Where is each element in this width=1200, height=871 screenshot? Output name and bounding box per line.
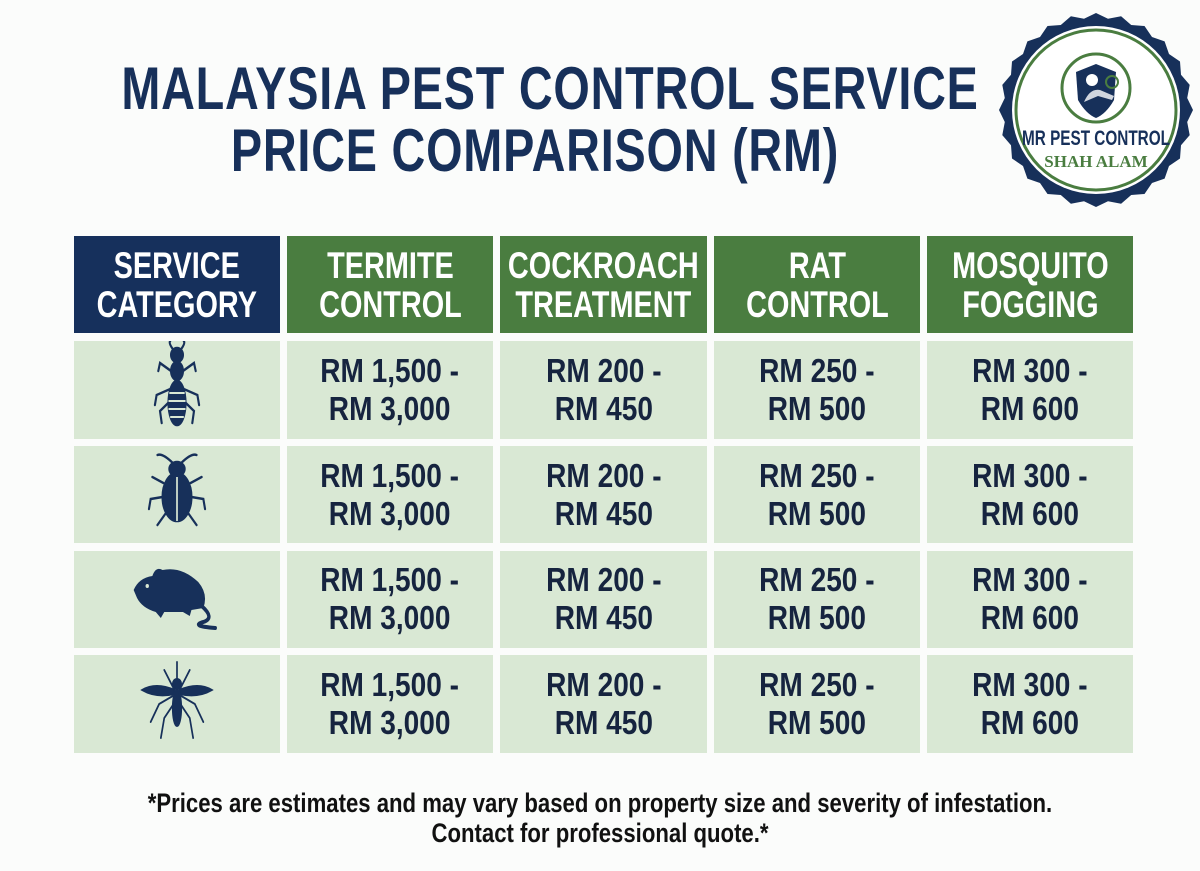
exterminator-shield-icon bbox=[1060, 52, 1132, 124]
price-cell: RM 200 - RM 450 bbox=[500, 446, 707, 543]
price-cell: RM 250 - RM 500 bbox=[714, 550, 920, 648]
price-cell: RM 300 - RM 600 bbox=[927, 446, 1133, 543]
category-cell bbox=[74, 446, 280, 543]
header-label: TERMITE CONTROL bbox=[318, 244, 462, 325]
price-table: SERVICE CATEGORY TERMITE CONTROL COCKROACH… bbox=[74, 236, 1133, 753]
header-cell: TERMITE CONTROL bbox=[287, 236, 493, 333]
price-range: RM 200 - RM 450 bbox=[545, 666, 662, 741]
company-logo: MR PEST CONTROL SHAH ALAM bbox=[999, 13, 1193, 207]
price-range: RM 250 - RM 500 bbox=[759, 561, 875, 636]
rat-icon bbox=[130, 560, 224, 638]
price-cell: RM 1,500 - RM 3,000 bbox=[287, 446, 493, 543]
header-cell: SERVICE CATEGORY bbox=[74, 236, 280, 333]
price-cell: RM 250 - RM 500 bbox=[714, 446, 920, 543]
footer-line-2: Contact for professional quote.* bbox=[431, 818, 769, 848]
header-label: SERVICE CATEGORY bbox=[96, 244, 258, 325]
header-cell: RAT CONTROL bbox=[714, 236, 920, 333]
price-range: RM 250 - RM 500 bbox=[759, 456, 875, 532]
footer-note: *Prices are estimates and may vary based… bbox=[0, 788, 1200, 848]
price-cell: RM 1,500 - RM 3,000 bbox=[287, 550, 493, 648]
footer-line-1: *Prices are estimates and may vary based… bbox=[147, 788, 1053, 818]
header-cell: COCKROACH TREATMENT bbox=[500, 236, 707, 333]
price-range: RM 200 - RM 450 bbox=[545, 561, 662, 636]
price-cell: RM 300 - RM 600 bbox=[927, 550, 1133, 648]
termite-icon bbox=[152, 339, 203, 439]
category-cell bbox=[74, 339, 280, 439]
price-range: RM 200 - RM 450 bbox=[545, 351, 662, 427]
price-cell: RM 200 - RM 450 bbox=[500, 655, 707, 753]
category-cell bbox=[74, 550, 280, 648]
svg-text:SHAH ALAM: SHAH ALAM bbox=[1044, 152, 1147, 171]
price-range: RM 1,500 - RM 3,000 bbox=[320, 456, 460, 532]
price-range: RM 300 - RM 600 bbox=[972, 456, 1088, 532]
category-cell bbox=[74, 655, 280, 753]
price-cell: RM 250 - RM 500 bbox=[714, 340, 920, 439]
price-cell: RM 1,500 - RM 3,000 bbox=[287, 340, 493, 439]
price-range: RM 200 - RM 450 bbox=[545, 456, 662, 532]
price-cell: RM 300 - RM 600 bbox=[927, 340, 1133, 439]
cockroach-icon bbox=[147, 451, 207, 539]
svg-text:MR PEST CONTROL: MR PEST CONTROL bbox=[1022, 127, 1170, 150]
title-line-2: PRICE COMPARISON (RM) bbox=[230, 117, 840, 184]
price-cell: RM 200 - RM 450 bbox=[500, 550, 707, 648]
price-range: RM 1,500 - RM 3,000 bbox=[320, 561, 460, 636]
price-range: RM 1,500 - RM 3,000 bbox=[320, 351, 460, 427]
header-label: RAT CONTROL bbox=[745, 244, 889, 325]
header-cell: MOSQUITO FOGGING bbox=[927, 236, 1133, 333]
price-range: RM 1,500 - RM 3,000 bbox=[320, 666, 460, 741]
price-cell: RM 1,500 - RM 3,000 bbox=[287, 655, 493, 753]
header-label: MOSQUITO FOGGING bbox=[951, 244, 1109, 325]
price-range: RM 250 - RM 500 bbox=[759, 351, 875, 427]
title-line-1: MALAYSIA PEST CONTROL SERVICE bbox=[121, 55, 979, 122]
price-range: RM 250 - RM 500 bbox=[759, 666, 875, 741]
header-label: COCKROACH TREATMENT bbox=[508, 244, 699, 325]
price-range: RM 300 - RM 600 bbox=[972, 561, 1088, 636]
price-cell: RM 250 - RM 500 bbox=[714, 655, 920, 753]
price-range: RM 300 - RM 600 bbox=[972, 666, 1088, 741]
page-title: MALAYSIA PEST CONTROL SERVICE PRICE COMP… bbox=[0, 58, 1200, 182]
price-cell: RM 300 - RM 600 bbox=[927, 655, 1133, 753]
price-range: RM 300 - RM 600 bbox=[972, 351, 1088, 427]
price-cell: RM 200 - RM 450 bbox=[500, 340, 707, 439]
mosquito-icon bbox=[139, 660, 216, 748]
